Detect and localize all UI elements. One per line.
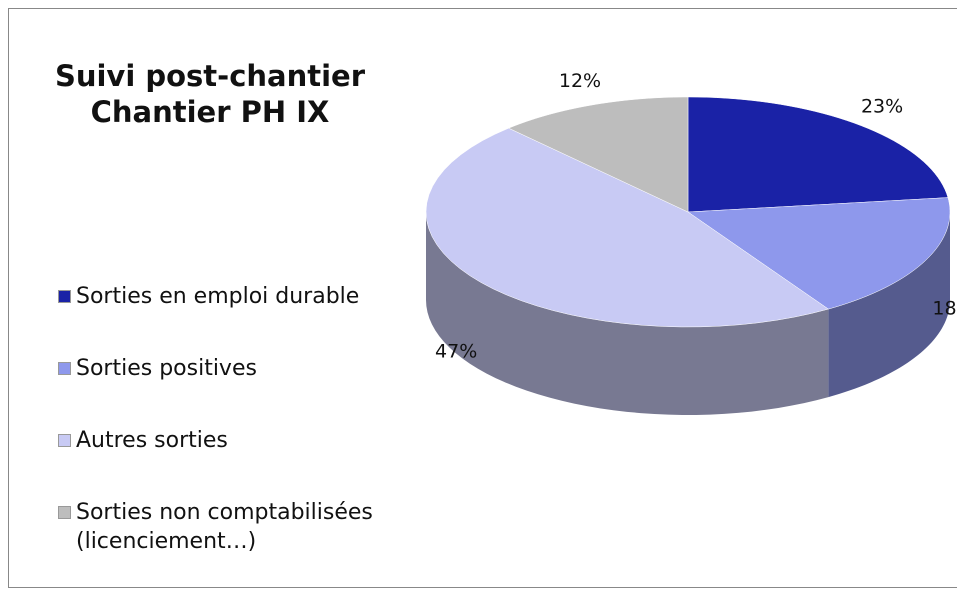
- legend-swatch: [58, 290, 71, 303]
- data-label: 12%: [559, 70, 601, 92]
- legend-item: Sorties en emploi durable: [58, 282, 388, 311]
- data-label: 23%: [861, 95, 903, 117]
- legend-label: Sorties non comptabilisées (licenciement…: [76, 500, 373, 554]
- pie-tops: [425, 96, 951, 328]
- legend-item: Autres sorties: [58, 426, 388, 455]
- pie-chart: 23% 18% 47% 12%: [425, 70, 957, 415]
- legend-label: Sorties positives: [76, 356, 257, 381]
- data-label: 18%: [932, 298, 957, 320]
- pie-sides: [426, 212, 950, 415]
- pie-slice: [425, 127, 829, 328]
- pie-slice: [508, 96, 689, 213]
- pie-slice: [687, 96, 949, 213]
- legend-swatch: [58, 362, 71, 375]
- legend-label: Autres sorties: [76, 428, 228, 453]
- legend-item: Sorties positives: [58, 354, 388, 383]
- legend: Sorties en emploi durable Sorties positiv…: [58, 282, 388, 599]
- legend-swatch: [58, 506, 71, 519]
- pie-slice: [687, 197, 951, 310]
- legend-swatch: [58, 434, 71, 447]
- legend-item: Sorties non comptabilisées (licenciement…: [58, 498, 388, 556]
- pie-side: [828, 212, 950, 398]
- pie-side: [426, 212, 829, 415]
- page: Suivi post-chantier Chantier PH IX Sorti…: [8, 8, 957, 588]
- data-label: 47%: [435, 340, 477, 362]
- chart-title: Suivi post-chantier Chantier PH IX: [54, 59, 366, 129]
- legend-label: Sorties en emploi durable: [76, 284, 360, 309]
